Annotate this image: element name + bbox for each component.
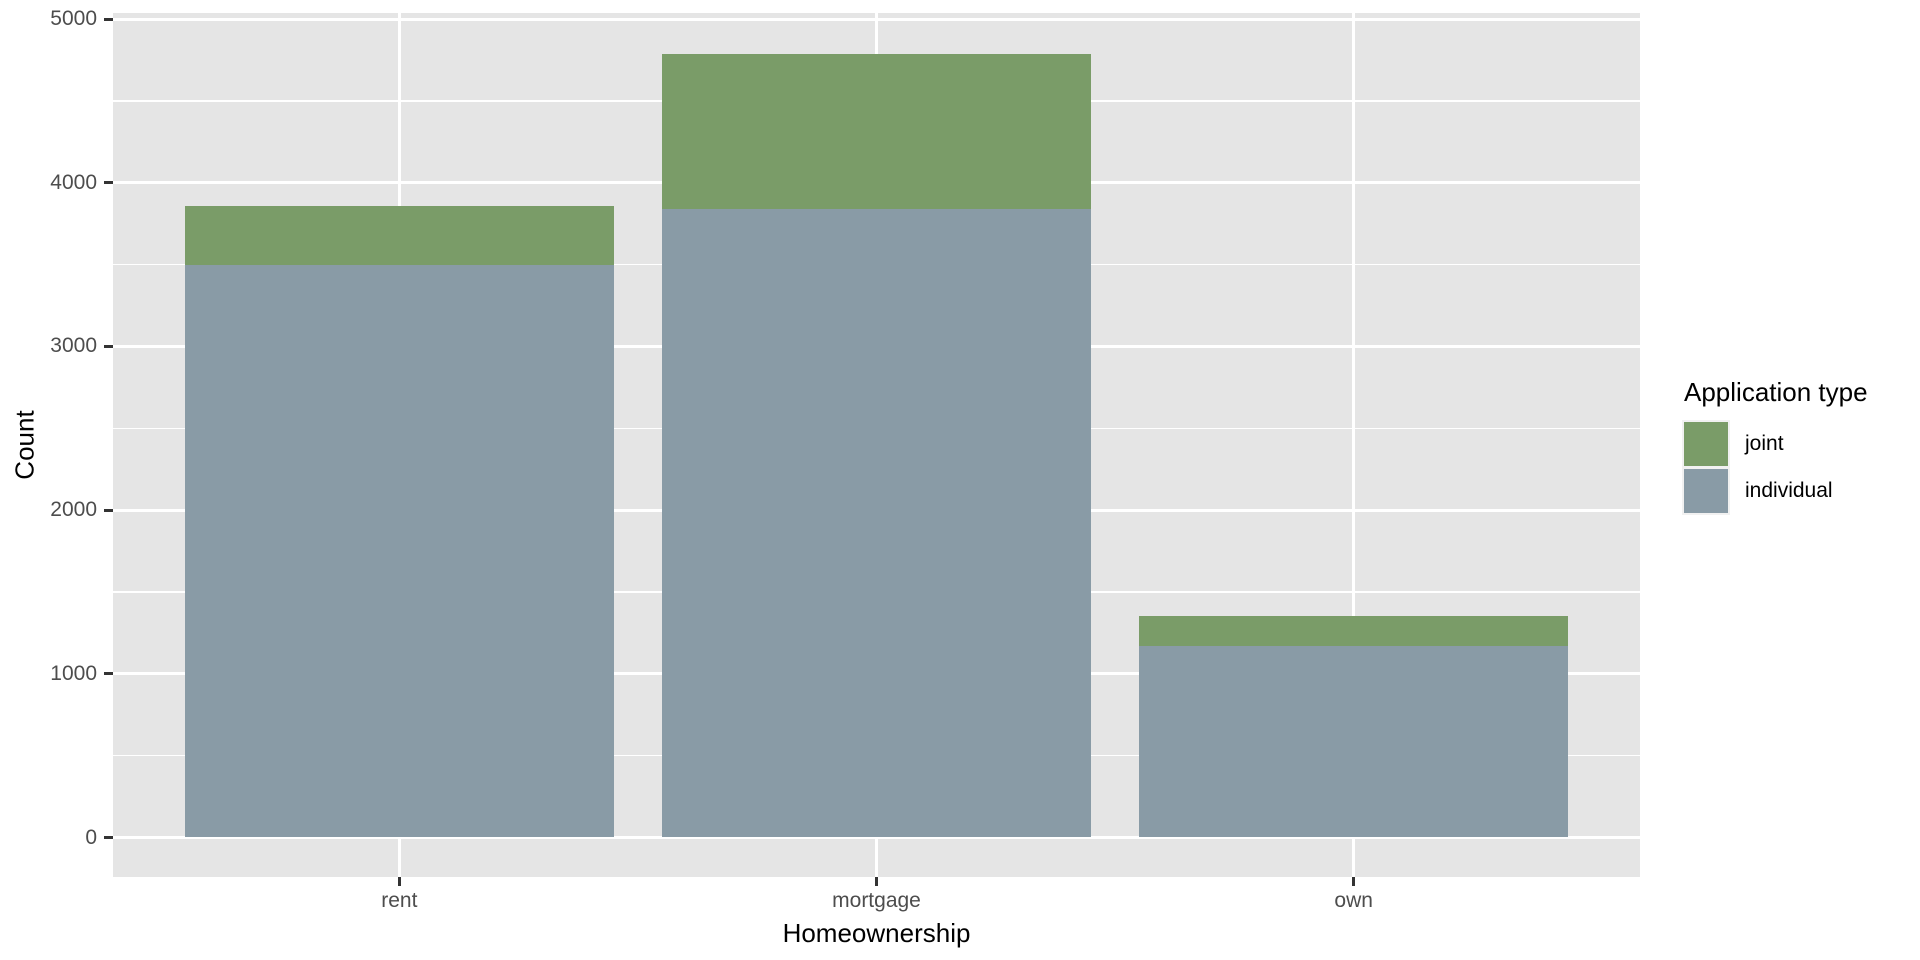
x-axis-title: Homeownership xyxy=(782,918,971,948)
y-tick-mark xyxy=(104,508,113,512)
legend-title: Application type xyxy=(1684,377,1868,407)
y-tick-label: 3000 xyxy=(50,334,97,358)
legend-swatch-individual xyxy=(1682,467,1730,515)
bar-segment-individual-own xyxy=(1138,645,1569,838)
y-tick-mark xyxy=(104,672,113,676)
x-tick-label: mortgage xyxy=(832,889,921,912)
legend-key-joint: joint xyxy=(1682,420,1868,468)
legend-swatch-joint xyxy=(1682,420,1730,468)
x-tick-mark xyxy=(397,877,401,886)
y-tick-label: 2000 xyxy=(50,498,97,522)
gridline-category xyxy=(1352,13,1356,877)
y-axis-title: Count xyxy=(9,410,40,480)
legend: Application type joint individual xyxy=(1682,377,1868,516)
x-tick-label: own xyxy=(1334,889,1373,912)
legend-label-individual: individual xyxy=(1745,479,1833,502)
y-tick-mark xyxy=(104,344,113,348)
y-tick-mark xyxy=(104,17,113,21)
bar-segment-joint-own xyxy=(1138,616,1569,646)
legend-keys: joint individual xyxy=(1682,420,1868,515)
y-tick-label: 0 xyxy=(85,825,97,849)
bar-segment-individual-rent xyxy=(184,265,615,838)
bar-segment-individual-mortgage xyxy=(661,209,1092,838)
y-tick-label: 5000 xyxy=(50,7,97,30)
y-tick-label: 4000 xyxy=(50,170,97,194)
bar-segment-joint-mortgage xyxy=(661,53,1092,210)
plot-panel xyxy=(113,13,1640,877)
legend-label-joint: joint xyxy=(1745,432,1784,455)
x-tick-mark xyxy=(1352,877,1356,886)
bar-segment-joint-rent xyxy=(184,205,615,266)
legend-key-individual: individual xyxy=(1682,467,1868,515)
x-tick-label: rent xyxy=(381,889,418,912)
y-tick-mark xyxy=(104,181,113,185)
y-tick-label: 1000 xyxy=(50,661,97,685)
y-tick-mark xyxy=(104,836,113,839)
x-tick-mark xyxy=(875,877,878,886)
